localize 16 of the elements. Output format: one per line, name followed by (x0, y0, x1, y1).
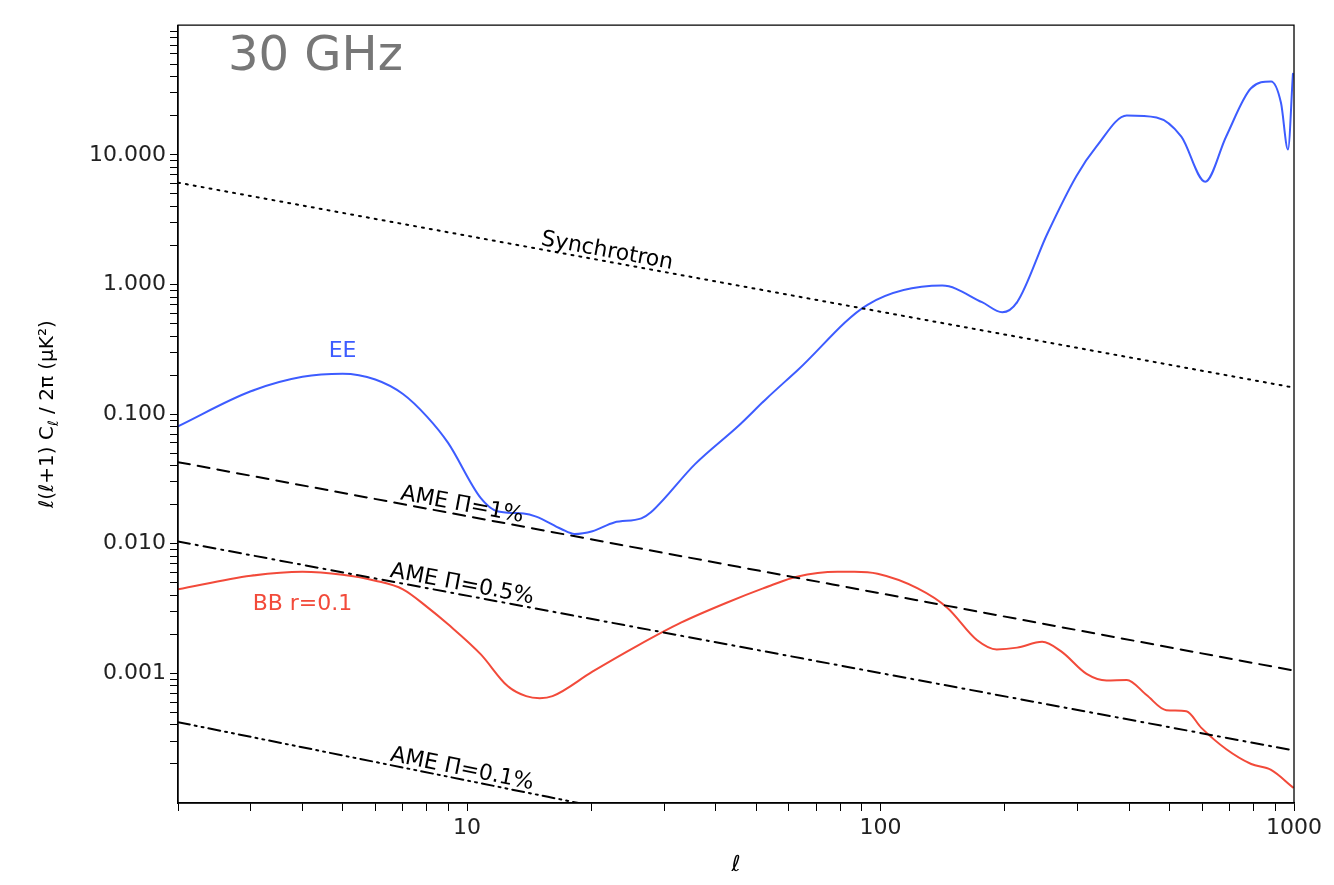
y-tick-label: 1.000 (103, 270, 166, 296)
x-tick-label: 1000 (1266, 813, 1323, 839)
y-tick-label: 10.000 (89, 140, 166, 166)
text: AME Π=1% (398, 479, 526, 528)
text: AME Π=0.1% (388, 740, 537, 795)
x-axis-title: ℓ (730, 850, 741, 876)
y-tick-label: 0.100 (103, 399, 166, 425)
x-tick-label: 100 (859, 813, 902, 839)
y-tick-label: 0.010 (103, 529, 166, 555)
series-label: BB r=0.1 (252, 589, 353, 615)
text: AME Π=0.5% (388, 557, 537, 609)
y-tick-label: 0.001 (103, 659, 166, 685)
y-axis-title: ℓ(ℓ+1) Cℓ / 2π (μK²) (34, 320, 61, 509)
series-label: EE (328, 337, 357, 363)
x-tick-label: 10 (453, 813, 482, 839)
chart-title: 30 GHz (228, 24, 403, 81)
